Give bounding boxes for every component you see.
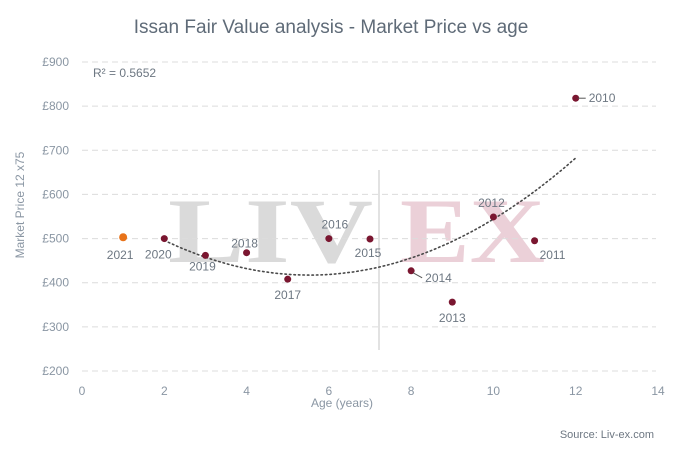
point-label-2010: 2010 (589, 91, 616, 105)
x-tick-label: 10 (487, 384, 501, 398)
data-points (119, 94, 580, 306)
x-axis-ticks: 0 2 4 6 8 10 12 14 (79, 384, 665, 398)
chart-title: Issan Fair Value analysis - Market Price… (134, 17, 529, 38)
data-point-2021 (119, 233, 128, 242)
y-tick-label: £600 (42, 187, 69, 201)
gridlines (82, 61, 656, 372)
y-tick-label: £900 (42, 55, 69, 69)
point-label-2011: 2011 (540, 248, 566, 262)
x-tick-label: 12 (569, 384, 583, 398)
watermark-divider (378, 170, 380, 350)
point-label-2020: 2020 (145, 248, 172, 262)
liv-ex-watermark: LIV EX (168, 170, 545, 350)
data-point-2016 (325, 235, 333, 243)
data-point-2015 (366, 235, 374, 243)
point-labels: 2010 2011 2012 2013 2014 2015 2016 2017 2018 2019… (107, 91, 616, 325)
data-point-2020 (160, 235, 168, 243)
x-tick-label: 0 (79, 384, 86, 398)
data-point-2011 (531, 237, 539, 245)
point-label-2015: 2015 (355, 246, 382, 260)
data-point-2018 (243, 249, 251, 257)
point-label-2016: 2016 (322, 218, 349, 232)
x-axis-title: Age (years) (311, 396, 373, 410)
point-label-2013: 2013 (439, 311, 466, 325)
data-point-2010 (572, 94, 580, 102)
trendline (163, 157, 577, 276)
y-tick-label: £500 (42, 232, 69, 246)
y-tick-label: £800 (42, 99, 69, 113)
label-leader (412, 272, 423, 279)
data-point-2013 (448, 298, 456, 306)
x-tick-label: 8 (408, 384, 415, 398)
point-label-2021: 2021 (107, 248, 134, 262)
y-tick-label: £200 (42, 364, 69, 378)
watermark-left: LIV (168, 180, 373, 282)
data-point-2014 (407, 267, 415, 275)
trendline-group (163, 157, 577, 276)
y-axis-ticks: £200 £300 £400 £500 £600 £700 £800 £900 (42, 55, 69, 378)
y-axis-title: Market Price 12 x75 (13, 151, 27, 258)
y-tick-label: £700 (42, 143, 69, 157)
x-tick-label: 14 (651, 384, 665, 398)
source-note: Source: Liv-ex.com (560, 429, 654, 441)
x-tick-label: 6 (326, 384, 333, 398)
y-tick-label: £300 (42, 320, 69, 334)
point-label-2019: 2019 (189, 259, 216, 273)
point-label-2014: 2014 (425, 271, 452, 285)
point-label-2012: 2012 (478, 196, 505, 210)
point-label-2018: 2018 (231, 237, 258, 251)
point-label-2017: 2017 (274, 288, 301, 302)
x-tick-label: 4 (243, 384, 250, 398)
data-point-2019 (201, 251, 209, 259)
data-point-2012 (489, 213, 497, 221)
x-tick-label: 2 (161, 384, 168, 398)
y-tick-label: £400 (42, 276, 69, 290)
data-point-2017 (284, 275, 292, 283)
r-squared-label: R² = 0.5652 (93, 66, 156, 80)
